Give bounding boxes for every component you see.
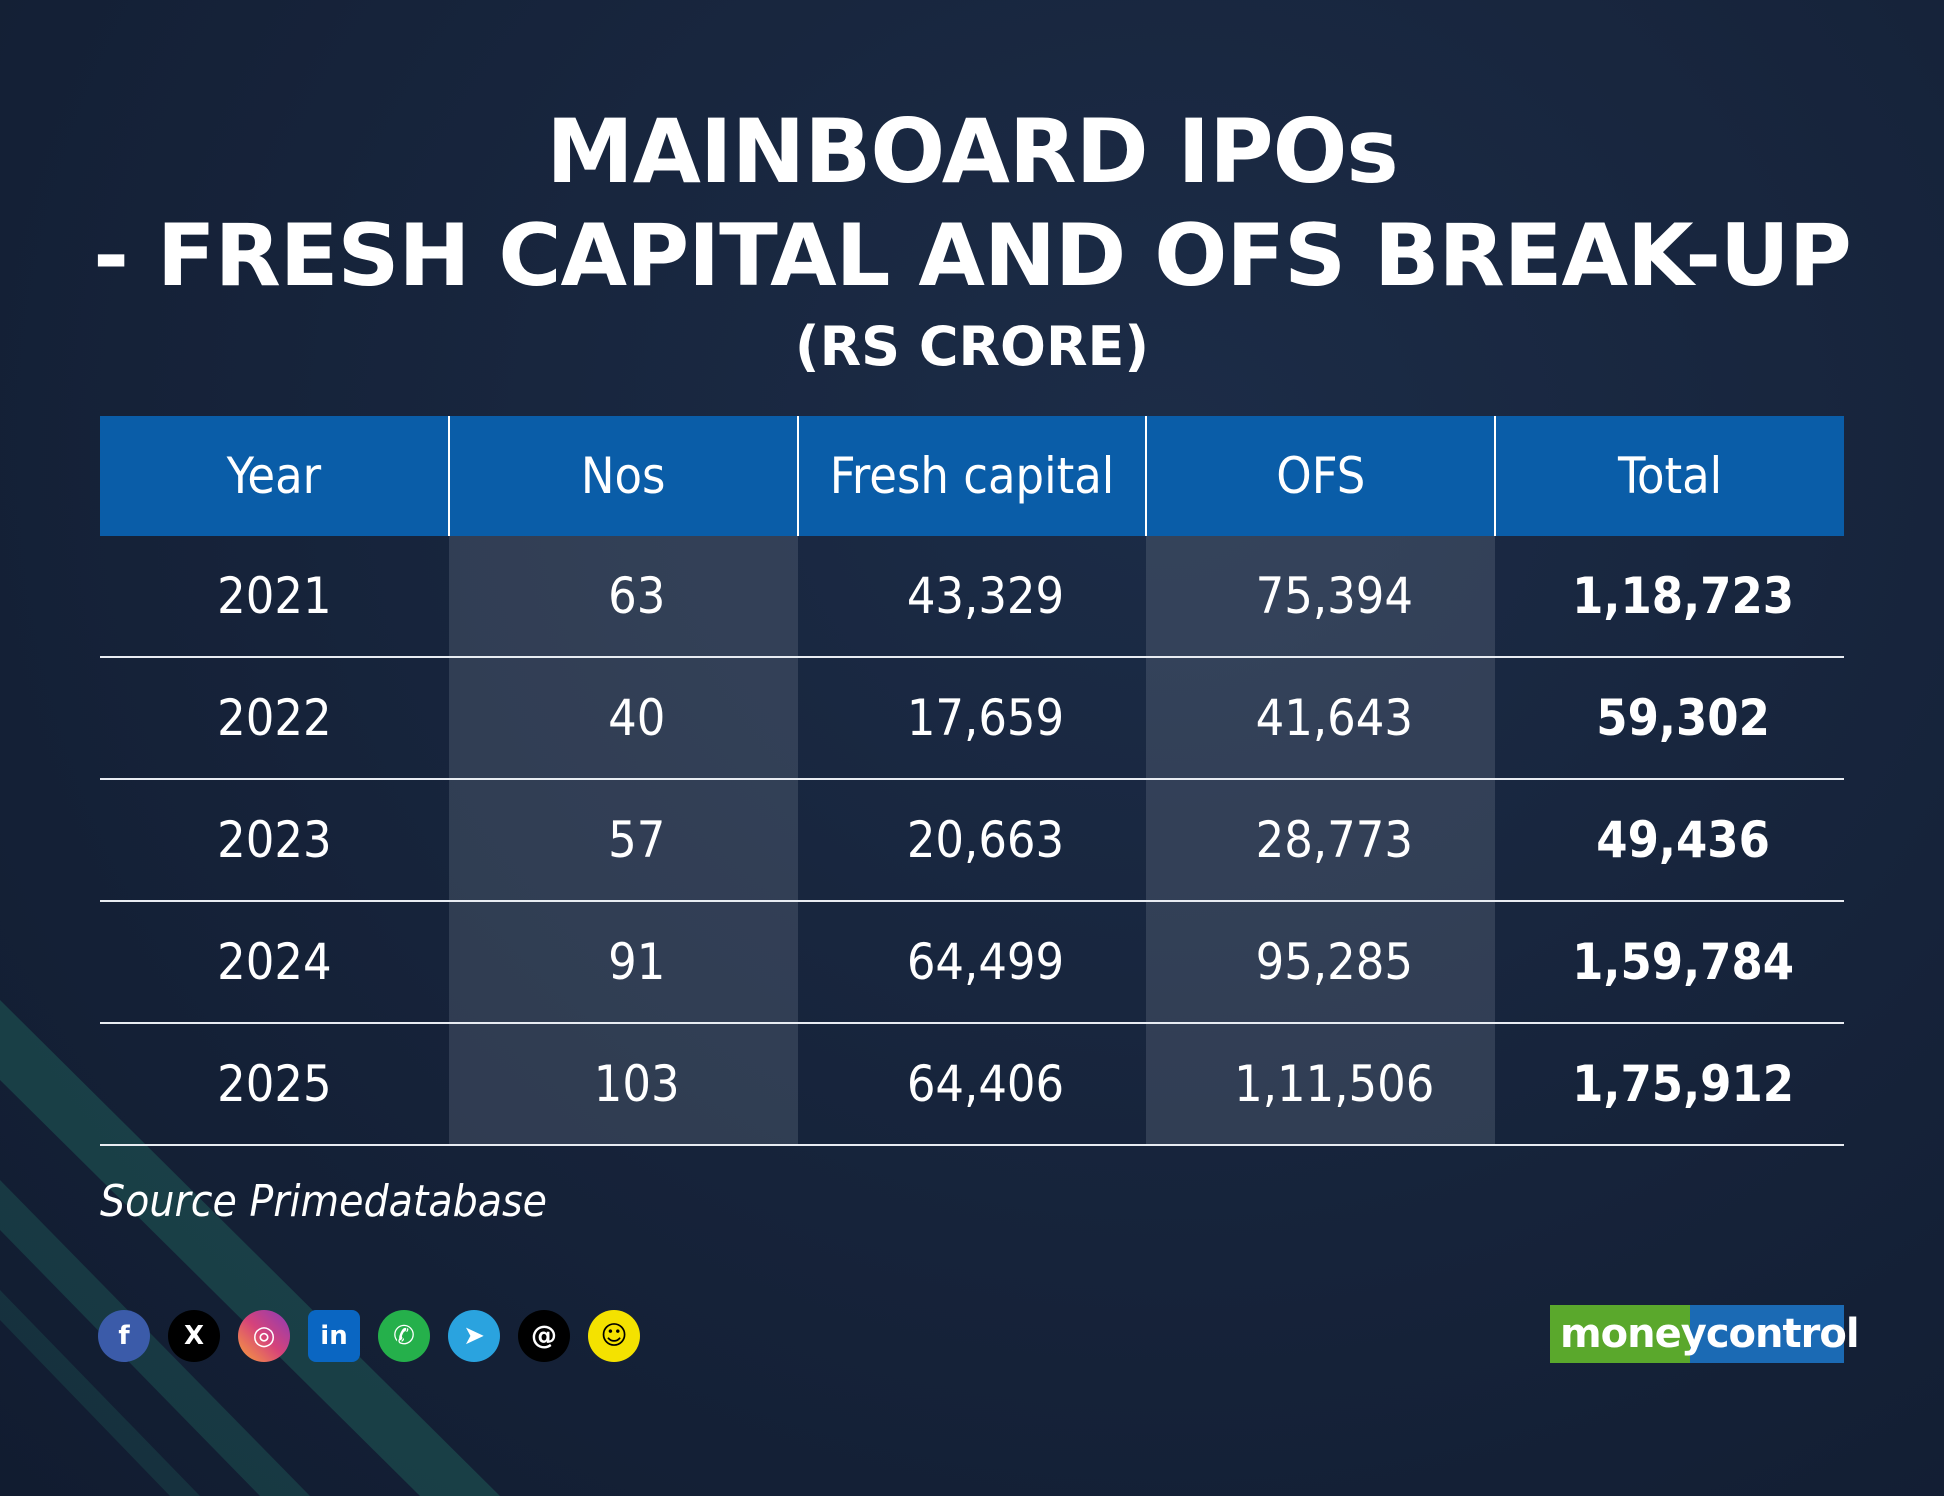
logo-text-money: money [1560,1311,1707,1357]
table-row: 2024 91 64,499 95,285 1,59,784 [100,901,1844,1024]
column-header-year: Year [100,416,449,536]
cell-total: 1,75,912 [1495,1023,1844,1146]
column-header-total: Total [1494,416,1844,536]
cell-fresh-capital: 43,329 [797,536,1147,658]
social-icons: f X ◎ in ✆ ➤ @ ☺ [98,1310,640,1362]
title-line-1: MAINBOARD IPOs [546,100,1399,203]
chart-title: MAINBOARD IPOs - FRESH CAPITAL AND OFS B… [0,100,1944,382]
logo-text: moneycontrol [1560,1311,1860,1357]
cell-fresh-capital: 64,406 [797,1023,1147,1146]
cell-ofs: 95,285 [1146,901,1496,1024]
linkedin-icon[interactable]: in [308,1310,360,1362]
cell-total: 49,436 [1495,779,1844,902]
title-line-3: (RS CRORE) [794,315,1150,378]
cell-ofs: 28,773 [1146,779,1496,902]
column-header-ofs: OFS [1145,416,1496,536]
cell-fresh-capital: 17,659 [797,657,1147,780]
cell-nos: 103 [448,1023,798,1146]
cell-year: 2023 [100,779,449,902]
cell-ofs: 75,394 [1146,536,1496,658]
cell-fresh-capital: 20,663 [797,779,1147,902]
column-header-fresh-capital: Fresh capital [796,416,1147,536]
cell-nos: 57 [448,779,798,902]
header-row: Year Nos Fresh capital OFS Total [100,416,1844,536]
instagram-icon[interactable]: ◎ [238,1310,290,1362]
column-header-nos: Nos [447,416,798,536]
table-row: 2021 63 43,329 75,394 1,18,723 [100,536,1844,658]
snapchat-icon[interactable]: ☺ [588,1310,640,1362]
x-icon[interactable]: X [168,1310,220,1362]
table-row: 2022 40 17,659 41,643 59,302 [100,657,1844,780]
cell-year: 2021 [100,536,449,658]
cell-nos: 63 [448,536,798,658]
table-row: 2023 57 20,663 28,773 49,436 [100,779,1844,902]
facebook-icon[interactable]: f [98,1310,150,1362]
moneycontrol-logo: moneycontrol [1550,1305,1860,1363]
data-table: Year Nos Fresh capital OFS Total 2021 63… [100,416,1844,1146]
cell-fresh-capital: 64,499 [797,901,1147,1024]
cell-total: 1,18,723 [1495,536,1844,658]
source-note: Source Primedatabase [100,1176,548,1227]
cell-ofs: 1,11,506 [1146,1023,1496,1146]
cell-nos: 91 [448,901,798,1024]
cell-year: 2022 [100,657,449,780]
whatsapp-icon[interactable]: ✆ [378,1310,430,1362]
cell-nos: 40 [448,657,798,780]
cell-ofs: 41,643 [1146,657,1496,780]
cell-total: 59,302 [1495,657,1844,780]
logo-blue-block [1690,1305,1844,1363]
title-line-2: - FRESH CAPITAL AND OFS BREAK-UP [93,206,1852,306]
logo-text-control: control [1705,1311,1860,1357]
cell-total: 1,59,784 [1495,901,1844,1024]
telegram-icon[interactable]: ➤ [448,1310,500,1362]
table-row: 2025 103 64,406 1,11,506 1,75,912 [100,1023,1844,1146]
cell-year: 2025 [100,1023,449,1146]
cell-year: 2024 [100,901,449,1024]
threads-icon[interactable]: @ [518,1310,570,1362]
logo-green-block [1550,1305,1700,1363]
